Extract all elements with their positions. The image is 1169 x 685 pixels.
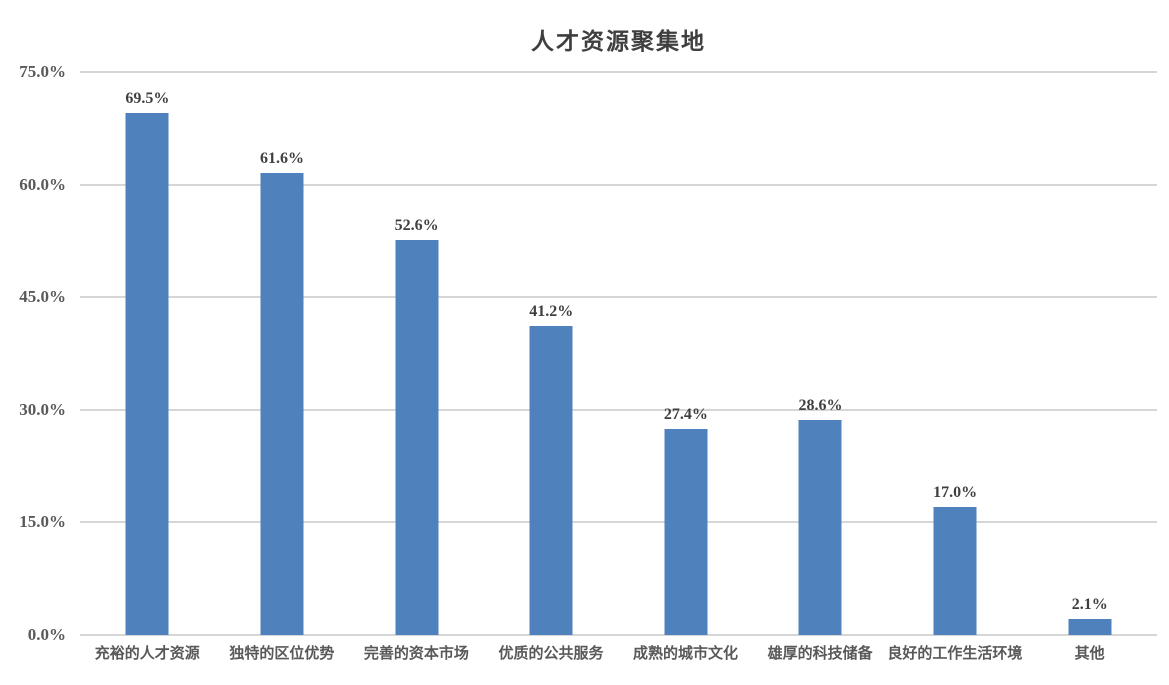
- bar-value-label: 61.6%: [259, 149, 304, 167]
- bar: [529, 325, 573, 635]
- bar-slot: 52.6%: [349, 72, 484, 635]
- bar-value-label: 27.4%: [663, 406, 708, 424]
- plot-area: 69.5% 61.6% 52.6% 41.2% 27.4% 28.6% 17.0% 2.1%: [80, 71, 1157, 636]
- bar: [125, 113, 169, 635]
- bar: [664, 429, 708, 635]
- bar-series: 69.5% 61.6% 52.6% 41.2% 27.4% 28.6% 17.0% 2.1%: [80, 72, 1157, 635]
- x-axis: 充裕的人才资源 独特的区位优势 完善的资本市场 优质的公共服务 成熟的城市文化 雄厚的科技…: [80, 642, 1157, 663]
- gridline: [80, 408, 1157, 411]
- bar-slot: 27.4%: [619, 72, 754, 635]
- bar: [933, 507, 977, 635]
- category-label: 良好的工作生活环境: [887, 646, 1023, 662]
- chart-title: 人才资源聚集地: [531, 29, 706, 54]
- bar: [260, 172, 304, 635]
- bar-value-label: 41.2%: [529, 302, 574, 320]
- bar: [798, 420, 842, 635]
- gridline: [80, 634, 1157, 636]
- bar-value-label: 2.1%: [1071, 596, 1108, 614]
- bar-slot: 69.5%: [80, 72, 215, 635]
- bar-value-label: 17.0%: [933, 484, 978, 502]
- gridline: [80, 521, 1157, 524]
- category-label: 完善的资本市场: [363, 646, 469, 662]
- gridline: [80, 71, 1157, 73]
- y-tick-label: 60.0%: [19, 174, 66, 194]
- gridline: [80, 183, 1157, 186]
- bar: [1068, 619, 1112, 635]
- y-tick-label: 45.0%: [19, 287, 66, 307]
- y-tick-label: 75.0%: [19, 62, 66, 81]
- category-label: 优质的公共服务: [498, 646, 604, 662]
- y-tick-label: 0.0%: [27, 625, 66, 644]
- bar-slot: 41.2%: [484, 72, 619, 635]
- bar-value-label: 28.6%: [798, 397, 843, 415]
- bar-slot: 61.6%: [215, 72, 350, 635]
- y-axis: 0.0% 15.0% 30.0% 45.0% 60.0% 75.0%: [0, 63, 66, 644]
- category-label: 独特的区位优势: [229, 646, 335, 662]
- y-tick-label: 15.0%: [19, 512, 66, 532]
- bar: [395, 240, 439, 635]
- y-tick-label: 30.0%: [19, 399, 66, 419]
- gridline: [80, 296, 1157, 299]
- bar-slot: 17.0%: [888, 72, 1023, 635]
- category-label: 雄厚的科技储备: [767, 646, 873, 662]
- category-label: 其他: [1074, 646, 1105, 662]
- category-label: 充裕的人才资源: [94, 646, 200, 662]
- bar-value-label: 69.5%: [125, 90, 170, 108]
- category-label: 成熟的城市文化: [633, 646, 739, 662]
- bar-value-label: 52.6%: [394, 217, 439, 235]
- bar-slot: 2.1%: [1022, 72, 1157, 635]
- bar-slot: 28.6%: [753, 72, 888, 635]
